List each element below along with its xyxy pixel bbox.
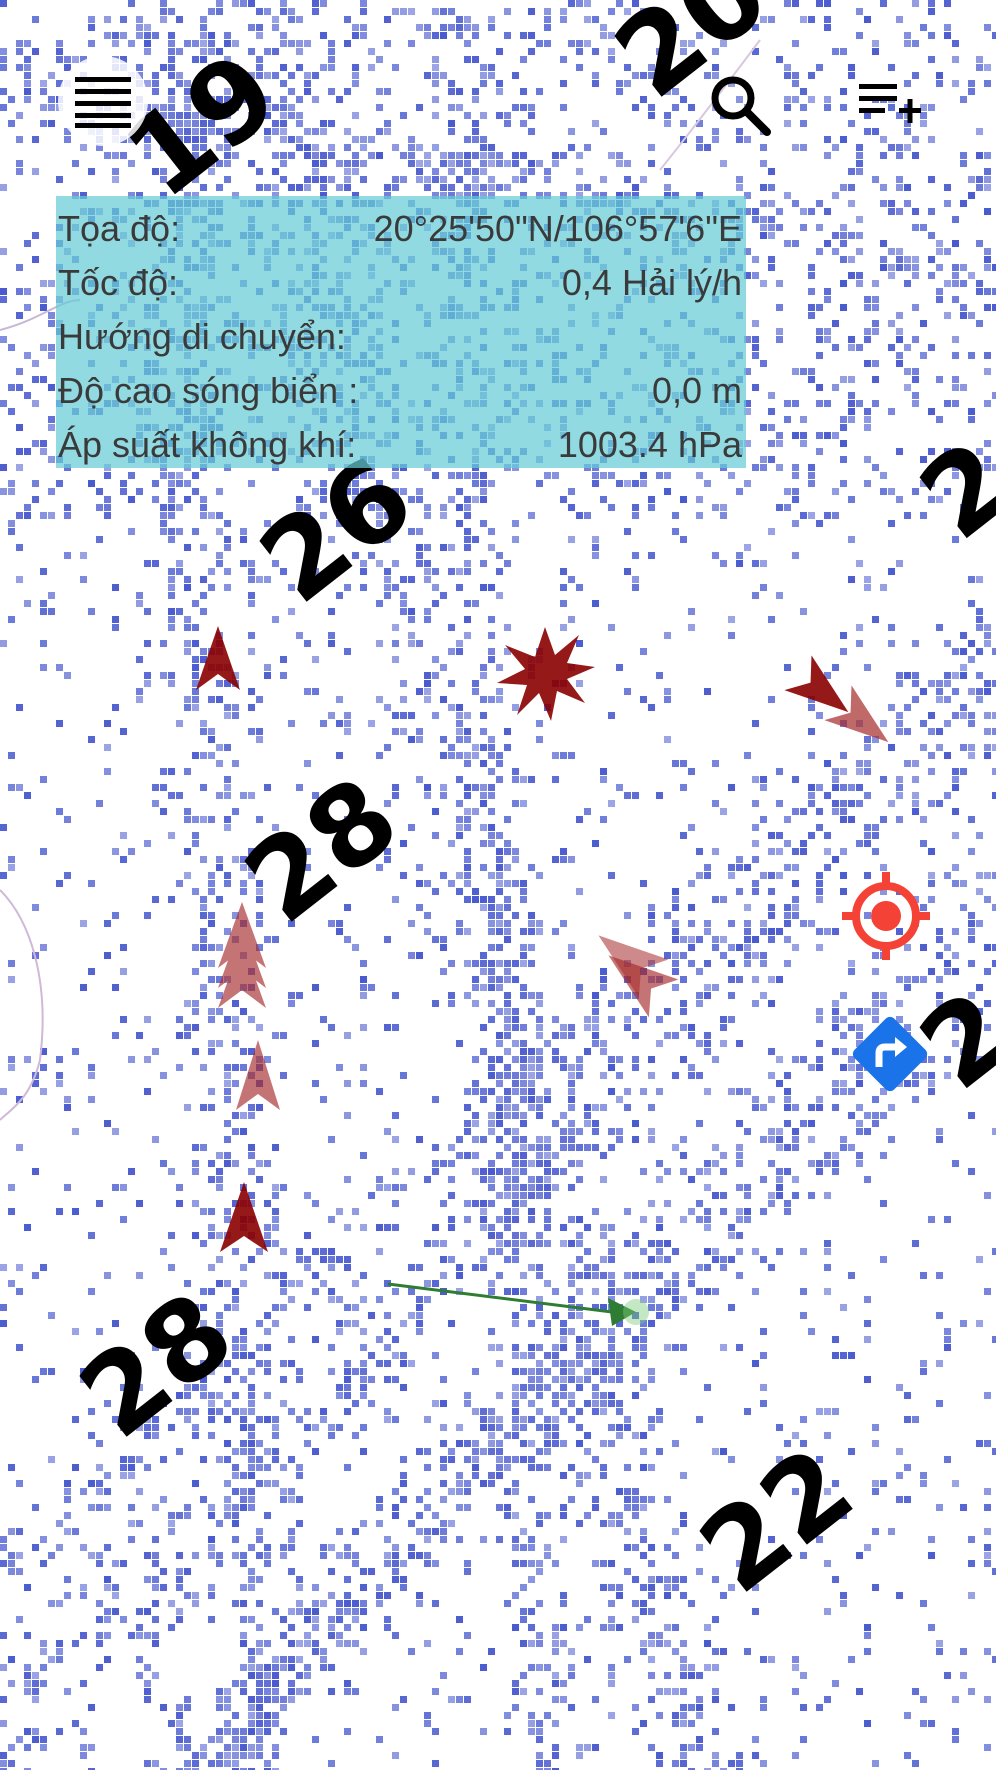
info-label: Hướng di chuyển: bbox=[58, 316, 346, 357]
own-vessel-track bbox=[387, 1282, 649, 1326]
alert-burst-marker[interactable] bbox=[497, 627, 595, 721]
info-row-wave-height: Độ cao sóng biển : 0,0 m bbox=[58, 364, 746, 418]
info-row-air-pressure: Áp suất không khí: 1003.4 hPa bbox=[58, 418, 746, 472]
vessel-marker-stack[interactable] bbox=[218, 902, 280, 1110]
search-button[interactable] bbox=[690, 60, 790, 150]
my-location-icon bbox=[842, 872, 930, 960]
playlist-add-icon bbox=[859, 84, 921, 123]
vessel-info-panel: Tọa độ: 20°25'50"N/106°57'6"E Tốc độ: 0,… bbox=[56, 196, 746, 468]
info-value: 0,0 m bbox=[651, 370, 742, 411]
info-row-speed: Tốc độ: 0,4 Hải lý/h bbox=[58, 256, 746, 310]
search-icon bbox=[711, 76, 771, 136]
info-value: 1003.4 hPa bbox=[557, 424, 742, 465]
menu-icon bbox=[75, 77, 131, 128]
info-value: 20°25'50"N/106°57'6"E bbox=[373, 208, 742, 249]
info-label: Áp suất không khí: bbox=[58, 424, 357, 465]
vessel-marker[interactable] bbox=[824, 685, 902, 759]
vessel-marker[interactable] bbox=[784, 655, 862, 729]
info-label: Độ cao sóng biển : bbox=[58, 370, 359, 411]
menu-button[interactable] bbox=[58, 56, 148, 146]
vessel-marker[interactable] bbox=[220, 1182, 268, 1252]
directions-button[interactable] bbox=[840, 1002, 940, 1106]
info-row-heading: Hướng di chuyển: bbox=[58, 310, 746, 364]
vessel-marker[interactable] bbox=[584, 916, 669, 998]
info-row-coordinates: Tọa độ: 20°25'50"N/106°57'6"E bbox=[58, 202, 746, 256]
directions-icon bbox=[852, 1016, 928, 1092]
info-label: Tọa độ: bbox=[58, 208, 181, 249]
my-location-button[interactable] bbox=[836, 866, 936, 966]
info-value: 0,4 Hải lý/h bbox=[561, 262, 742, 303]
add-list-button[interactable] bbox=[845, 70, 935, 140]
info-label: Tốc độ: bbox=[58, 262, 179, 303]
vessel-marker[interactable] bbox=[196, 626, 240, 690]
